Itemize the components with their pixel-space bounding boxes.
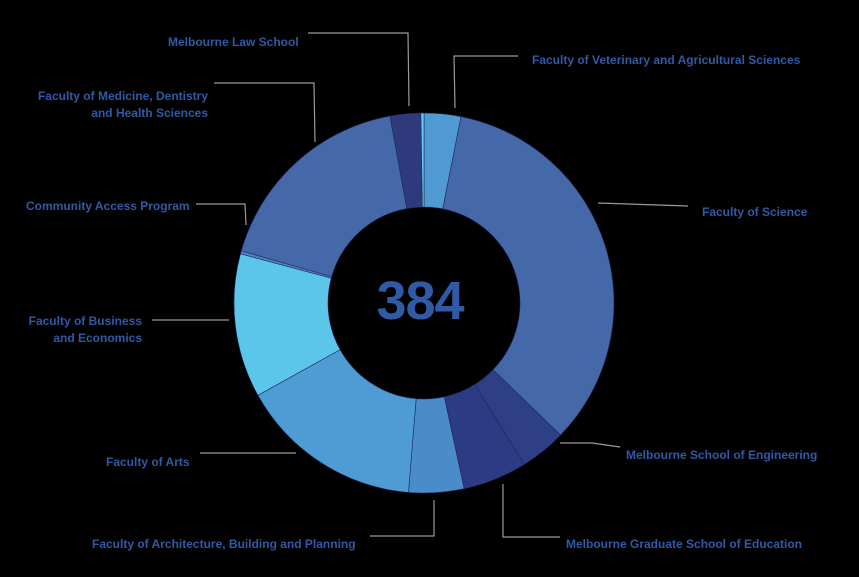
leader-line-edu	[502, 484, 560, 538]
label-arts: Faculty of Arts	[106, 455, 190, 469]
leader-line-cap	[196, 203, 247, 226]
label-eng: Melbourne School of Engineering	[626, 448, 818, 462]
leader-line-abp	[370, 500, 435, 537]
label-med-line2: and Health Sciences	[91, 106, 208, 120]
slice-faculty-of-science-1	[442, 116, 615, 436]
label-abp: Faculty of Architecture, Building and Pl…	[92, 537, 356, 551]
slice-unlabeled-10	[420, 112, 425, 208]
label-edu: Melbourne Graduate School of Education	[566, 537, 803, 551]
leader-line-science	[597, 202, 689, 207]
leader-line-eng	[560, 442, 621, 448]
label-med-line1: Faculty of Medicine, Dentistry	[37, 89, 208, 103]
label-fbe-line1: Faculty of Business	[28, 314, 142, 328]
slice-faculty-of-medicine-dentistry-and-health-sciences-8	[240, 115, 408, 278]
leader-lines	[152, 32, 689, 538]
slice-faculty-of-arts-5	[257, 349, 417, 493]
donut-slices	[233, 112, 615, 494]
leader-line-vet	[453, 55, 518, 109]
leader-line-med	[214, 82, 316, 143]
leader-line-law	[308, 32, 410, 107]
label-law: Melbourne Law School	[168, 35, 299, 49]
label-cap: Community Access Program	[26, 199, 190, 213]
label-fbe: Faculty of Business and Economics	[0, 313, 142, 347]
label-science: Faculty of Science	[702, 205, 808, 219]
label-med: Faculty of Medicine, Dentistry and Healt…	[0, 88, 208, 122]
center-total: 384	[376, 271, 464, 331]
label-fbe-line2: and Economics	[53, 331, 142, 345]
label-vet: Faculty of Veterinary and Agricultural S…	[532, 53, 801, 67]
